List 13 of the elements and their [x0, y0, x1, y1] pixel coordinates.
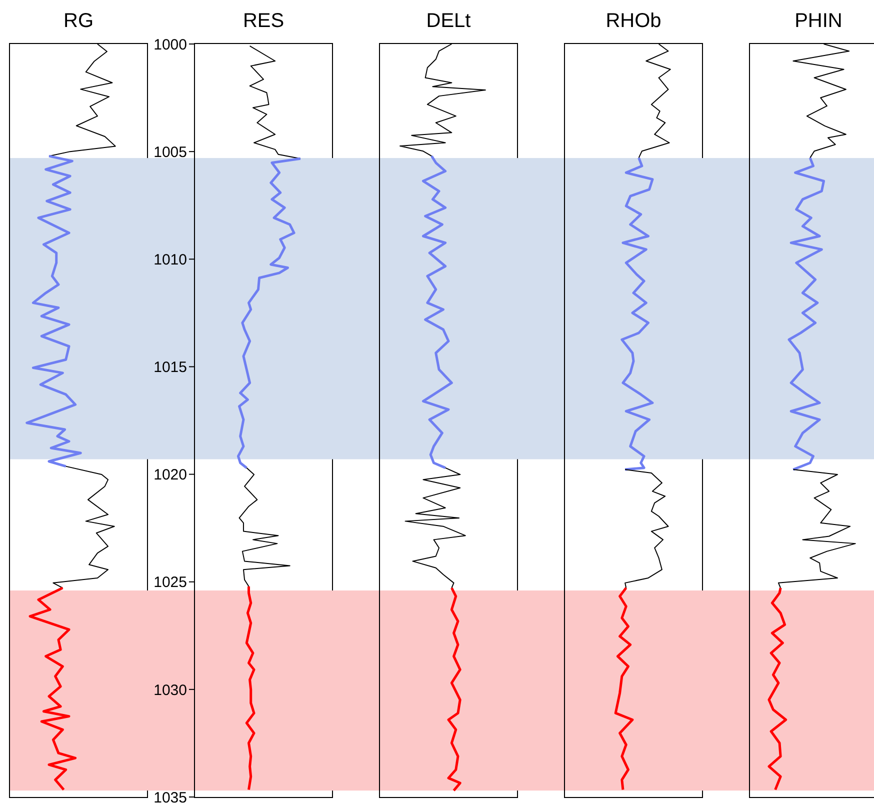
y-tick-label: 1005: [154, 144, 187, 161]
chart-title: RES: [242, 10, 286, 33]
chart-title: DELt: [425, 10, 472, 33]
y-tick-label: 1035: [154, 789, 187, 805]
y-tick-label: 1030: [154, 682, 187, 699]
y-tick-label: 1025: [154, 574, 187, 592]
y-tick-label: 1015: [154, 359, 187, 376]
chart-title: PHIN: [794, 10, 844, 33]
y-tick-label: 1010: [154, 251, 187, 268]
y-tick-label: 1000: [154, 36, 187, 54]
chart-title: RG: [62, 10, 94, 33]
y-tick-label: 1020: [154, 466, 187, 484]
chart-title: RHOb: [604, 10, 662, 33]
